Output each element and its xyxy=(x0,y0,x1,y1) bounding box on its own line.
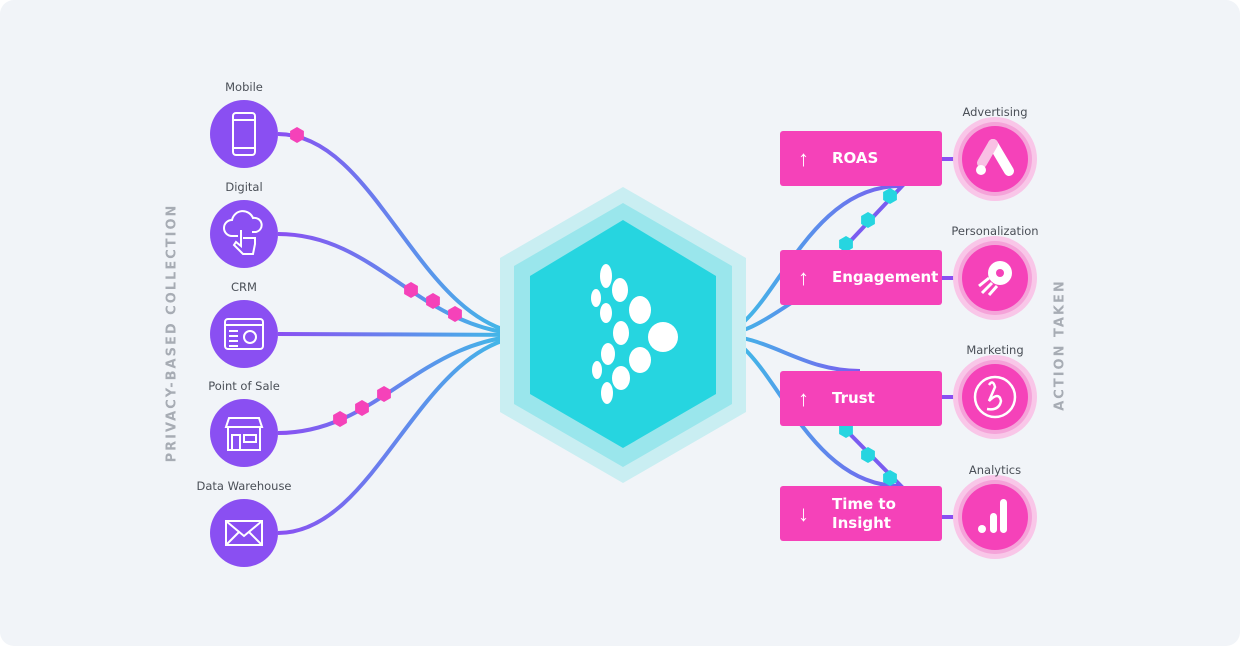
data-packet-marker xyxy=(839,422,853,438)
action-label: ROAS xyxy=(832,149,879,167)
source-node-mobile[interactable] xyxy=(210,100,278,168)
data-packet-marker xyxy=(861,212,875,228)
source-link xyxy=(277,132,536,337)
data-packet-marker xyxy=(883,188,897,204)
source-link xyxy=(277,232,536,337)
logo-dot xyxy=(600,264,612,288)
data-packet-marker xyxy=(377,386,391,402)
logo-dot xyxy=(592,361,602,379)
source-label: Data Warehouse xyxy=(196,479,292,493)
arrow-up-icon: ↑ xyxy=(798,385,809,411)
logo-dot xyxy=(629,347,651,373)
action-node-marketing[interactable] xyxy=(953,355,1037,439)
envelope-icon xyxy=(225,520,263,546)
source-node-point-of-sale[interactable] xyxy=(210,399,278,467)
source-link xyxy=(277,332,536,337)
source-label: CRM xyxy=(231,280,257,294)
personalization-logo-icon xyxy=(978,261,1012,296)
action-label: Engagement xyxy=(832,268,939,286)
action-category-label: Advertising xyxy=(962,105,1028,119)
source-label: Digital xyxy=(225,180,263,194)
source-circle xyxy=(210,200,278,268)
source-node-crm[interactable] xyxy=(210,300,278,368)
action-node-analytics[interactable] xyxy=(953,475,1037,559)
source-label: Point of Sale xyxy=(208,379,280,393)
action-box-trust[interactable]: ↑ Trust xyxy=(780,371,942,426)
logo-dot xyxy=(612,278,628,302)
data-packet-marker xyxy=(448,306,462,322)
storefront-icon xyxy=(224,417,264,451)
source-node-digital[interactable] xyxy=(210,200,278,268)
action-node-personalization[interactable] xyxy=(953,236,1037,320)
data-packet-marker xyxy=(333,411,347,427)
data-packet-marker xyxy=(883,470,897,486)
google-analytics-icon xyxy=(978,499,1007,533)
logo-dot xyxy=(613,321,629,345)
crm-settings-icon xyxy=(224,318,264,350)
action-box-engagement[interactable]: ↑ Engagement xyxy=(780,250,942,305)
action-node-advertising[interactable] xyxy=(953,117,1037,201)
logo-dot xyxy=(601,382,613,404)
arrow-up-icon: ↑ xyxy=(798,145,809,171)
arrow-up-icon: ↑ xyxy=(798,264,809,290)
data-packet-marker xyxy=(404,282,418,298)
logo-dot xyxy=(629,296,651,324)
google-ads-icon xyxy=(976,139,1014,176)
source-link xyxy=(277,333,536,435)
mobile-phone-icon xyxy=(232,112,256,156)
braze-logo-icon xyxy=(973,375,1017,419)
source-label: Mobile xyxy=(225,80,263,94)
action-circle xyxy=(962,126,1028,192)
logo-dot xyxy=(612,366,630,390)
action-category-label: Personalization xyxy=(951,224,1039,238)
hub-logo-icon xyxy=(591,264,678,404)
left-section-title: PRIVACY-BASED COLLECTION xyxy=(164,203,180,463)
logo-dot xyxy=(601,343,615,365)
cloud-touch-icon xyxy=(223,210,263,255)
action-box-time-to-insight[interactable]: ↓ Time to Insight xyxy=(780,486,942,541)
data-packet-marker xyxy=(861,447,875,463)
central-hub xyxy=(500,187,746,483)
arrow-down-icon: ↓ xyxy=(798,500,809,526)
source-node-data-warehouse[interactable] xyxy=(210,499,278,567)
source-circle xyxy=(210,100,278,168)
action-category-label: Analytics xyxy=(968,463,1022,477)
source-link xyxy=(277,333,536,535)
action-label: Time to Insight xyxy=(832,494,896,532)
data-packet-marker xyxy=(355,400,369,416)
logo-dot xyxy=(591,289,601,307)
data-packet-marker xyxy=(839,236,853,252)
action-box-roas[interactable]: ↑ ROAS xyxy=(780,131,942,186)
data-packet-marker xyxy=(426,293,440,309)
action-category-label: Marketing xyxy=(966,343,1024,357)
logo-dot xyxy=(648,322,678,352)
source-circle xyxy=(210,399,278,467)
logo-dot xyxy=(600,303,612,323)
data-packet-marker xyxy=(290,127,304,143)
source-circle xyxy=(210,499,278,567)
action-label: Trust xyxy=(832,389,875,407)
